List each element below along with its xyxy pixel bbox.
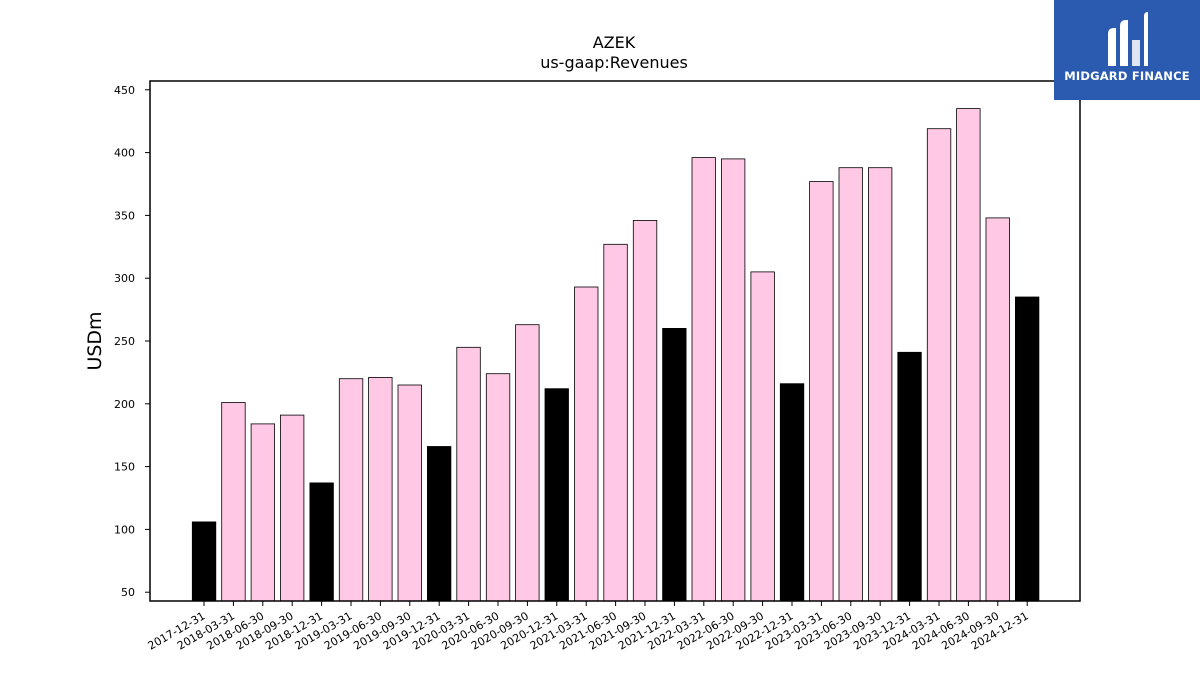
bar-2022-03-31	[691, 157, 716, 602]
y-axis-label: USDm	[84, 311, 106, 370]
bar-2021-03-31	[574, 286, 599, 602]
y-axis-ticks: 50 100 150 200 250 300 350 400 450	[114, 84, 150, 599]
bar-2021-06-30	[603, 243, 628, 602]
bar-2018-03-31	[221, 402, 246, 602]
bar-2019-09-30	[397, 384, 422, 602]
bar-2024-03-31	[926, 128, 952, 602]
bar-2018-06-30	[250, 423, 276, 602]
bar-2022-06-30	[721, 158, 746, 602]
bar-2024-09-30	[985, 217, 1010, 602]
bar-2021-09-30	[632, 219, 658, 602]
bar-2023-09-30	[868, 167, 893, 602]
chart-subtitle: us-gaap:Revenues	[540, 53, 688, 72]
bar-2019-12-31	[426, 446, 452, 602]
bars-group	[191, 108, 1040, 602]
y-tick-label: 400	[114, 147, 135, 160]
y-tick-label: 50	[121, 586, 135, 599]
y-tick-label: 100	[114, 523, 135, 536]
midgard-finance-logo: MIDGARD FINANCE	[1054, 0, 1200, 100]
bar-2020-09-30	[515, 324, 540, 602]
x-axis-ticks: 2017-12-312018-03-312018-06-302018-09-30…	[146, 601, 1031, 653]
logo-mark-icon	[1108, 12, 1148, 66]
bar-2020-06-30	[485, 373, 511, 602]
bar-2022-12-31	[779, 383, 805, 602]
y-tick-label: 250	[114, 335, 135, 348]
plot-frame	[149, 80, 1081, 602]
bar-2022-09-30	[750, 271, 775, 602]
y-tick-label: 300	[114, 272, 135, 285]
chart-title: AZEK	[593, 33, 636, 52]
bar-2024-12-31	[1015, 296, 1040, 602]
bar-2021-12-31	[662, 327, 687, 602]
bar-2018-09-30	[279, 414, 305, 602]
bar-2020-03-31	[456, 346, 481, 602]
bar-2023-12-31	[897, 351, 922, 602]
bar-2023-06-30	[838, 167, 863, 602]
bar-2023-03-31	[809, 181, 834, 602]
y-tick-label: 450	[114, 84, 135, 97]
bar-2017-12-31	[191, 521, 217, 602]
bar-2024-06-30	[956, 108, 981, 602]
bar-2020-12-31	[544, 388, 569, 602]
bar-2018-12-31	[309, 482, 334, 602]
y-tick-label: 200	[114, 398, 135, 411]
bar-2019-03-31	[338, 378, 364, 602]
y-tick-label: 350	[114, 209, 135, 222]
y-tick-label: 150	[114, 461, 135, 474]
bar-2019-06-30	[368, 376, 393, 602]
logo-text: MIDGARD FINANCE	[1064, 69, 1190, 83]
